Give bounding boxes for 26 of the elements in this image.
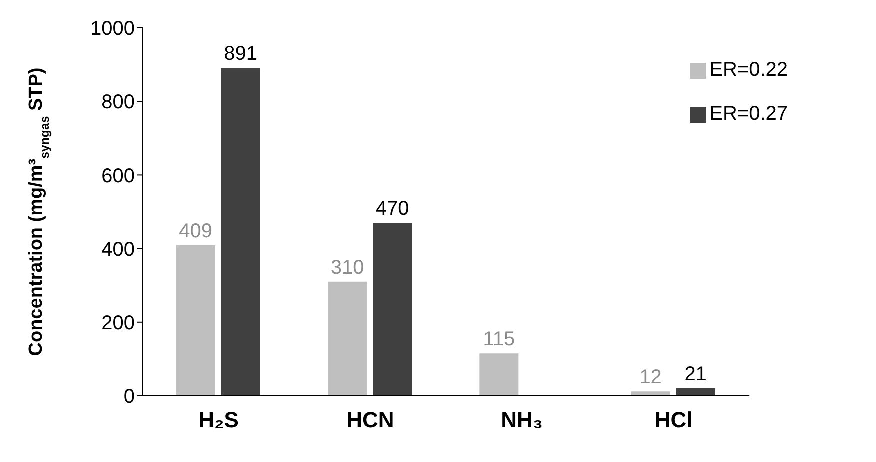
bar bbox=[676, 388, 716, 396]
data-label: 310 bbox=[330, 256, 364, 279]
data-label: 115 bbox=[483, 328, 516, 351]
bar bbox=[221, 68, 260, 396]
y-tick-label: 400 bbox=[102, 238, 135, 261]
y-tick-label: 600 bbox=[102, 165, 135, 188]
x-tick-label: NH₃ bbox=[501, 408, 544, 433]
y-tick-label: 800 bbox=[102, 92, 135, 114]
bar bbox=[373, 223, 412, 396]
bar bbox=[328, 282, 368, 396]
y-tick-label: 200 bbox=[102, 312, 135, 334]
bar bbox=[480, 354, 519, 396]
x-tick-label: HCN bbox=[346, 408, 394, 433]
y-tick-label: 1000 bbox=[90, 18, 135, 40]
bar bbox=[631, 392, 670, 396]
bar bbox=[176, 245, 216, 396]
data-label: 409 bbox=[179, 220, 213, 242]
x-tick-label: H₂S bbox=[198, 408, 239, 433]
data-label: 470 bbox=[376, 198, 410, 220]
y-tick-label: 0 bbox=[124, 386, 135, 408]
data-label: 21 bbox=[684, 363, 707, 386]
legend-label: ER=0.22 bbox=[710, 59, 788, 81]
data-label: 891 bbox=[224, 43, 258, 66]
data-label: 12 bbox=[640, 366, 662, 389]
legend-label: ER=0.27 bbox=[710, 103, 788, 125]
x-tick-label: HCl bbox=[654, 408, 693, 433]
